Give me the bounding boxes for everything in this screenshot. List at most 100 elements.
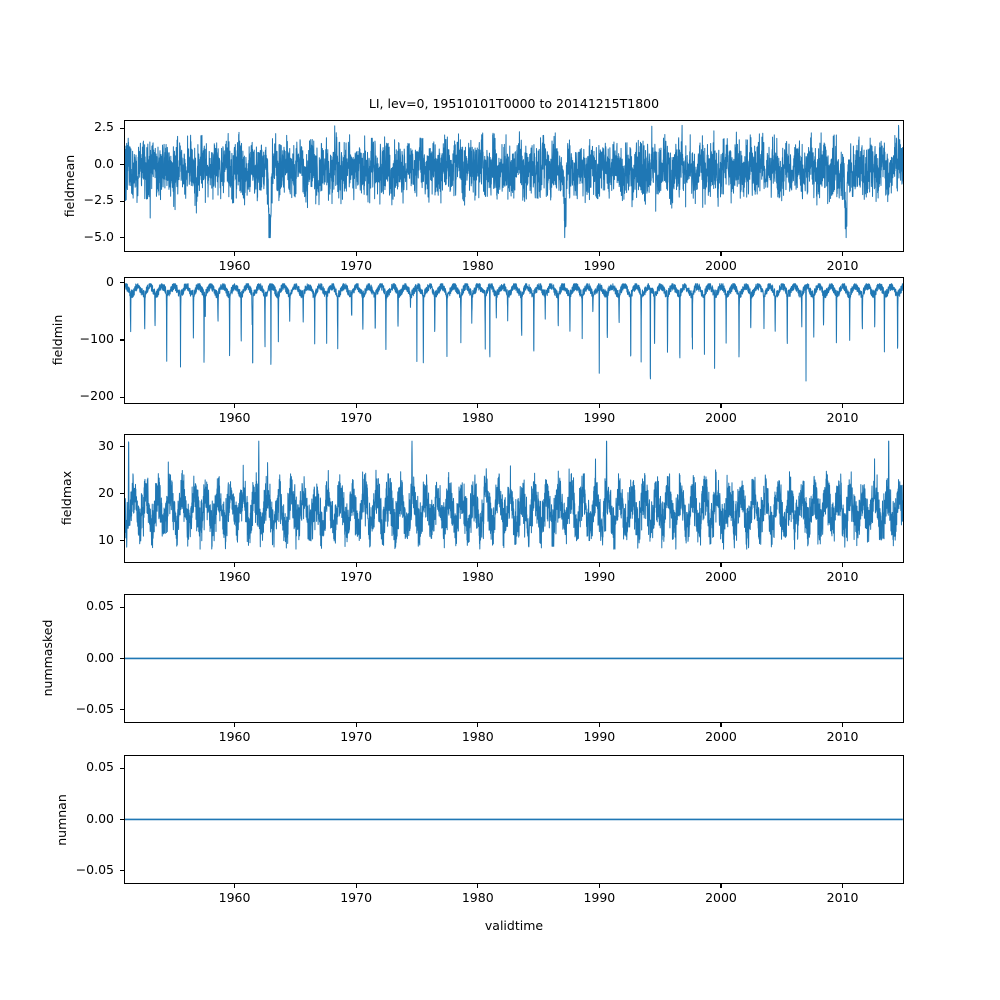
- x-tick-label: 1980: [461, 569, 494, 584]
- x-tick-label: 2000: [705, 258, 737, 273]
- y-tick-mark: [120, 237, 124, 239]
- plot-panel-fieldmin: [124, 277, 904, 404]
- x-tick-mark: [842, 252, 844, 256]
- y-tick-label: 20: [98, 484, 114, 500]
- y-tick-label: −100: [79, 330, 114, 346]
- x-tick-label: 2010: [826, 890, 859, 905]
- x-tick-mark: [477, 404, 479, 408]
- series-line-fieldmin: [125, 283, 903, 382]
- y-tick-mark: [120, 164, 124, 166]
- x-tick-label: 1990: [583, 410, 616, 425]
- x-tick-label: 1990: [583, 258, 616, 273]
- x-tick-label: 1990: [583, 890, 616, 905]
- x-tick-label: 1960: [218, 729, 251, 744]
- y-tick-mark: [120, 767, 124, 769]
- x-tick-mark: [234, 563, 236, 567]
- x-tick-label: 2000: [705, 569, 737, 584]
- x-tick-label: 1970: [340, 890, 373, 905]
- y-tick-label: 0: [106, 273, 114, 289]
- series-line-nummasked: [125, 657, 903, 660]
- x-tick-mark: [598, 404, 600, 408]
- x-tick-mark: [720, 404, 722, 408]
- x-tick-label: 1980: [461, 410, 494, 425]
- x-tick-label: 2010: [826, 258, 859, 273]
- y-tick-mark: [120, 446, 124, 448]
- series-line-numnan: [125, 818, 903, 821]
- x-tick-label: 1960: [218, 569, 251, 584]
- y-tick-mark: [120, 396, 124, 398]
- x-tick-mark: [234, 723, 236, 727]
- x-tick-mark: [477, 252, 479, 256]
- x-tick-label: 1980: [461, 729, 494, 744]
- plot-panel-numnan: [124, 755, 904, 884]
- x-tick-label: 1970: [340, 569, 373, 584]
- y-tick-mark: [120, 200, 124, 202]
- y-tick-mark: [120, 282, 124, 284]
- y-tick-label: 0.05: [86, 598, 114, 614]
- x-tick-label: 1990: [583, 729, 616, 744]
- x-tick-mark: [720, 723, 722, 727]
- plot-panel-nummasked: [124, 594, 904, 723]
- x-tick-mark: [477, 884, 479, 888]
- y-tick-label: −2.5: [83, 192, 114, 208]
- x-tick-mark: [720, 252, 722, 256]
- x-tick-mark: [477, 563, 479, 567]
- x-tick-label: 2000: [705, 729, 737, 744]
- x-tick-mark: [720, 884, 722, 888]
- y-tick-label: 0.00: [86, 649, 114, 665]
- x-tick-mark: [477, 723, 479, 727]
- x-tick-label: 2010: [826, 410, 859, 425]
- series-line-fieldmax: [125, 440, 903, 550]
- x-tick-label: 1970: [340, 729, 373, 744]
- y-tick-mark: [120, 870, 124, 872]
- y-tick-label: −200: [79, 388, 114, 404]
- y-tick-mark: [120, 540, 124, 542]
- x-tick-mark: [598, 563, 600, 567]
- x-tick-mark: [598, 252, 600, 256]
- x-tick-label: 2000: [705, 410, 737, 425]
- y-tick-mark: [120, 819, 124, 821]
- x-tick-mark: [842, 884, 844, 888]
- series-line-fieldmean: [125, 124, 903, 239]
- y-tick-label: −0.05: [75, 861, 114, 877]
- x-tick-label: 2010: [826, 569, 859, 584]
- y-tick-mark: [120, 658, 124, 660]
- y-tick-label: 0.00: [86, 810, 114, 826]
- x-tick-label: 1960: [218, 410, 251, 425]
- x-tick-mark: [842, 563, 844, 567]
- data-line: [125, 124, 903, 239]
- x-tick-label: 1960: [218, 890, 251, 905]
- x-tick-label: 1980: [461, 890, 494, 905]
- x-tick-mark: [355, 723, 357, 727]
- x-tick-mark: [355, 884, 357, 888]
- y-tick-label: 2.5: [94, 119, 114, 135]
- plot-panel-fieldmean: [124, 120, 904, 252]
- y-tick-mark: [120, 709, 124, 711]
- x-tick-label: 1980: [461, 258, 494, 273]
- y-tick-label: −0.05: [75, 700, 114, 716]
- x-tick-mark: [355, 252, 357, 256]
- x-tick-mark: [355, 404, 357, 408]
- y-tick-label: −5.0: [83, 228, 114, 244]
- x-tick-label: 1970: [340, 410, 373, 425]
- x-tick-mark: [598, 884, 600, 888]
- y-tick-label: 0.0: [94, 155, 114, 171]
- data-line: [125, 283, 903, 382]
- x-axis-label: validtime: [484, 918, 544, 933]
- y-tick-mark: [120, 493, 124, 495]
- x-tick-mark: [598, 723, 600, 727]
- y-tick-label: 10: [98, 531, 114, 547]
- figure-title: LI, lev=0, 19510101T0000 to 20141215T180…: [368, 96, 660, 111]
- y-tick-label: 30: [98, 437, 114, 453]
- x-tick-label: 2010: [826, 729, 859, 744]
- x-tick-mark: [842, 404, 844, 408]
- y-tick-mark: [120, 339, 124, 341]
- x-tick-mark: [720, 563, 722, 567]
- y-tick-mark: [120, 127, 124, 129]
- data-line: [125, 440, 903, 550]
- y-tick-label: 0.05: [86, 759, 114, 775]
- x-tick-label: 1960: [218, 258, 251, 273]
- x-tick-mark: [355, 563, 357, 567]
- x-tick-label: 2000: [705, 890, 737, 905]
